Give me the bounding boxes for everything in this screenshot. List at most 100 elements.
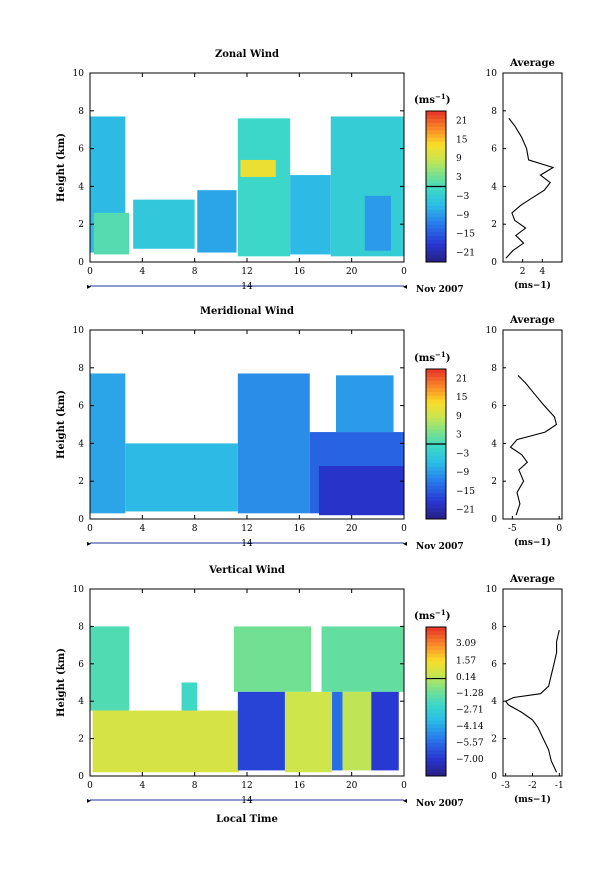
colorbar-segment: [426, 399, 446, 404]
y-tick-label: 2: [78, 220, 84, 230]
colorbar-segment: [426, 474, 446, 479]
colorbar-segment: [426, 417, 446, 422]
average-frame: [502, 588, 563, 777]
colorbar-tick-label: 0.14: [456, 673, 476, 683]
colorbar-segment: [426, 402, 446, 407]
colorbar-segment: [426, 163, 446, 169]
colorbar-segment: [426, 447, 446, 452]
colorbar-segment: [426, 197, 446, 203]
colorbar-segment: [426, 432, 446, 437]
colorbar-segment: [426, 148, 446, 154]
x-tick-label: 20: [346, 267, 358, 277]
average-frame: [502, 72, 563, 263]
colorbar-segment: [426, 481, 446, 486]
heatmap-cell: [133, 199, 195, 249]
average-y-tick-label: 4: [491, 182, 497, 192]
colorbar-segment: [426, 459, 446, 464]
average-line: [504, 629, 560, 773]
colorbar-segment: [426, 742, 446, 747]
x-tick-label: 4: [139, 267, 145, 277]
average-y-tick-label: 6: [491, 660, 497, 670]
colorbar-tick-label: −3: [456, 449, 470, 459]
colorbar-segment: [426, 466, 446, 471]
colorbar-segment: [426, 638, 446, 643]
heatmap-cell: [125, 443, 238, 512]
colorbar-segment: [426, 716, 446, 721]
x-tick-label: 16: [294, 781, 306, 791]
heatmap-cell: [92, 710, 240, 773]
colorbar-segment: [426, 656, 446, 662]
colorbar-segment: [426, 731, 446, 736]
x-tick-label: 20: [346, 524, 358, 534]
colorbar-segment: [426, 645, 446, 650]
x-axis-label: Local Time: [216, 814, 278, 825]
x-tick-label: 0: [87, 524, 93, 534]
y-axis-label: Height (km): [56, 133, 67, 202]
y-tick-label: 10: [73, 585, 85, 595]
x-tick-label: 8: [192, 781, 198, 791]
x-tick-label: 12: [241, 267, 252, 277]
colorbar-segment: [426, 757, 446, 762]
date-bar-start-marker: ▸: [87, 282, 91, 291]
colorbar-segment: [426, 761, 446, 766]
colorbar-segment: [426, 772, 446, 777]
colorbar-segment: [426, 701, 446, 706]
average-x-tick-label: -5: [508, 524, 517, 534]
colorbar-segment: [426, 118, 446, 123]
y-tick-label: 10: [73, 326, 85, 336]
colorbar-segment: [426, 152, 446, 157]
heatmap-cell: [93, 212, 130, 255]
average-y-tick-label: 0: [491, 258, 497, 268]
colorbar-segment: [426, 444, 446, 449]
colorbar-tick-label: 3.09: [456, 639, 476, 649]
heatmap-cell: [233, 626, 312, 692]
y-axis-label: Height (km): [56, 390, 67, 459]
colorbar-unit: (ms−1): [414, 608, 450, 622]
x-tick-label: 12: [241, 524, 252, 534]
colorbar-segment: [426, 708, 446, 714]
colorbar-segment: [426, 126, 446, 131]
colorbar-tick-label: −4.14: [456, 722, 484, 732]
colorbar-segment: [426, 410, 446, 415]
colorbar-segment: [426, 697, 446, 702]
colorbar-segment: [426, 671, 446, 676]
average-y-tick-label: 4: [491, 439, 497, 449]
average-y-tick-label: 4: [491, 697, 497, 707]
panel-1: Meridional Wind 0 2 4 6 8 10 Height (km) 0 4 8 12 16…: [56, 306, 563, 552]
date-suffix: Nov 2007: [416, 285, 464, 295]
date-label: 14: [241, 539, 253, 549]
colorbar-tick-label: 3: [456, 173, 462, 183]
colorbar-tick-label: 9: [456, 412, 462, 422]
colorbar-segment: [426, 436, 446, 441]
colorbar-segment: [426, 243, 446, 248]
colorbar-segment: [426, 477, 446, 482]
colorbar-segment: [426, 675, 446, 680]
colorbar-tick-label: −1.28: [456, 689, 484, 699]
y-tick-label: 10: [73, 69, 85, 79]
colorbar-segment: [426, 141, 446, 146]
heatmap: [90, 373, 404, 516]
colorbar-tick-label: −3: [456, 192, 470, 202]
colorbar-segment: [426, 660, 446, 665]
y-tick-label: 6: [78, 402, 84, 412]
average-x-unit: (ms−1): [514, 280, 551, 291]
colorbar-tick-label: −9: [456, 211, 470, 221]
colorbar-segment: [426, 391, 446, 396]
heatmap-cell: [332, 691, 343, 771]
colorbar-segment: [426, 690, 446, 695]
colorbar-segment: [426, 216, 446, 221]
average-profile: Average 0 2 4 6 8 10 2 4 (ms−1): [486, 58, 563, 291]
colorbar-segment: [426, 380, 446, 385]
colorbar-segment: [426, 258, 446, 263]
colorbar-segment: [426, 212, 446, 218]
colorbar-segment: [426, 160, 446, 165]
x-tick-label: 0: [87, 267, 93, 277]
colorbar-segment: [426, 496, 446, 501]
colorbar-tick-label: 15: [456, 135, 468, 145]
average-title: Average: [509, 58, 555, 69]
colorbar-segment: [426, 627, 446, 632]
colorbar-segment: [426, 686, 446, 691]
colorbar-segment: [426, 723, 446, 729]
heatmap: [90, 626, 404, 773]
average-y-tick-label: 0: [491, 772, 497, 782]
